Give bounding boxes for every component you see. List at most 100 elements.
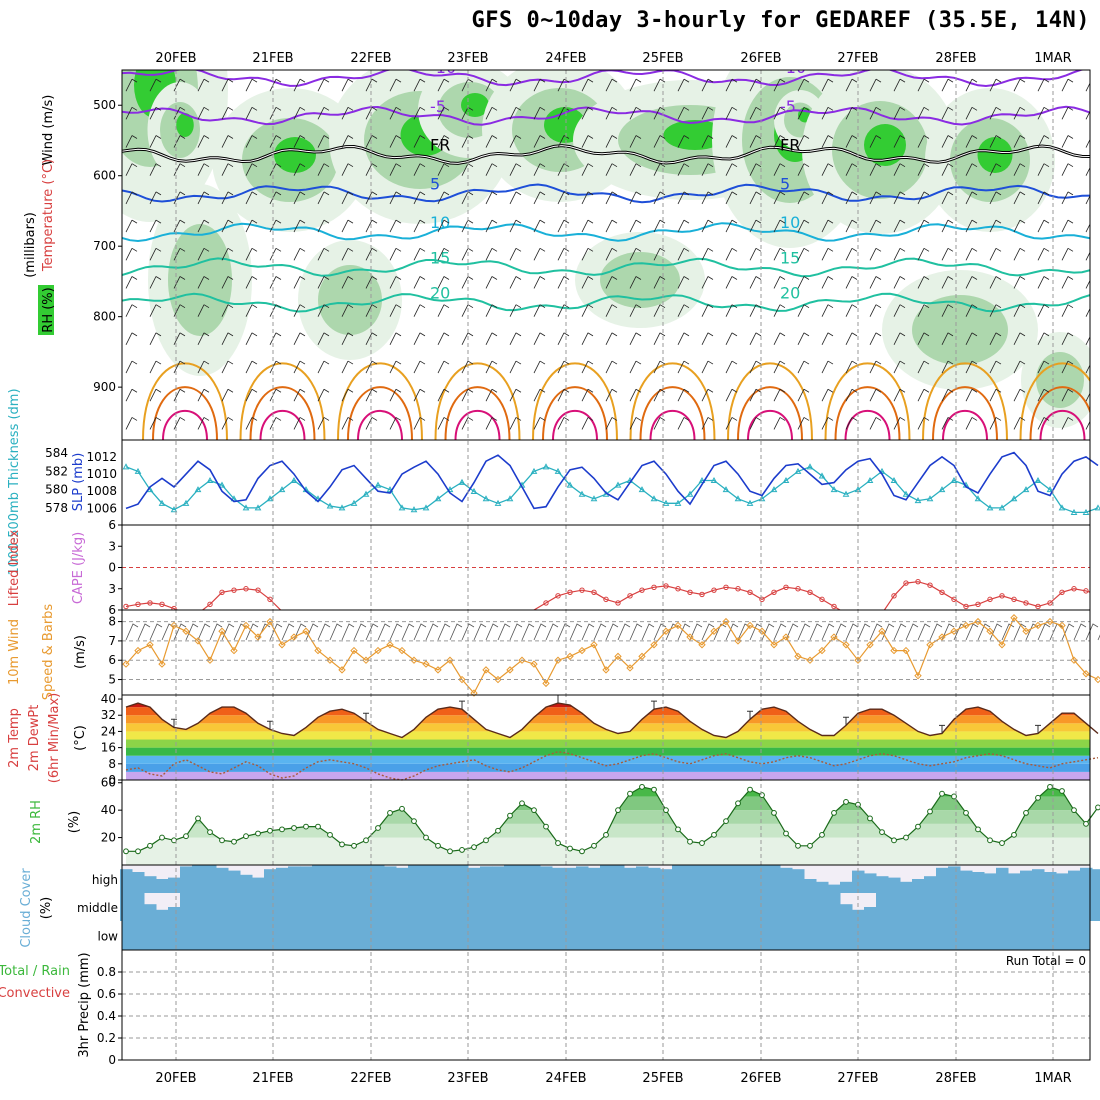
- thickness-point: [818, 472, 826, 479]
- cloud-middle-bar: [972, 893, 985, 921]
- cloud-middle-bar: [360, 893, 373, 921]
- wind-barb: [245, 332, 258, 346]
- cloud-middle-bar: [396, 893, 409, 921]
- wind-barb: [677, 332, 690, 346]
- wind-barb: [965, 78, 978, 92]
- wind-barb: [581, 417, 594, 430]
- wind-barb: [629, 219, 642, 233]
- wind-barb: [869, 247, 882, 261]
- wind-barb: [125, 219, 138, 233]
- cloud-high-bar: [132, 872, 145, 893]
- minmax-axis-label: (6hr Min/Max): [47, 693, 62, 783]
- wind10m-point: [638, 652, 646, 661]
- cloud-high-bar: [180, 866, 193, 893]
- wind-barb: [437, 219, 450, 233]
- wind10m-point: [878, 627, 886, 635]
- thickness-point: [662, 499, 670, 506]
- wind10m-point: [806, 656, 814, 664]
- rh-high-area: [176, 113, 194, 137]
- cloud-low-bar: [122, 921, 1090, 950]
- cloud-high-bar: [324, 865, 337, 893]
- wind-barb: [917, 360, 930, 374]
- cloud-high-bar: [636, 866, 649, 893]
- rh2m-point: [675, 826, 681, 833]
- wind-barb: [293, 388, 306, 402]
- wind-barb: [389, 247, 402, 261]
- lifted-point: [891, 593, 897, 599]
- thickness-point: [1046, 486, 1054, 493]
- lifted-point: [747, 589, 753, 595]
- wind10m-unit-label: (m/s): [73, 635, 88, 669]
- precip-total-legend: Total / Rain: [0, 964, 70, 979]
- cloud-high-bar: [420, 865, 433, 893]
- rh2m-point: [915, 823, 921, 830]
- cloud-high-bar: [492, 866, 505, 893]
- wind-barb: [341, 191, 354, 205]
- temp-tick-label: 16: [101, 741, 116, 755]
- cloud-layer-label: high: [92, 873, 118, 887]
- wind-barb: [797, 106, 810, 120]
- wind-barb: [317, 191, 330, 205]
- temp-max-whisker: [555, 694, 561, 704]
- cloud-middle-bar: [288, 893, 301, 921]
- rh2m-point: [447, 848, 453, 855]
- wind10m-barb: [401, 623, 415, 641]
- wind-barb: [605, 332, 618, 346]
- wind-barb: [821, 276, 834, 289]
- wind-barb: [725, 360, 738, 374]
- cloud-high-bar: [960, 870, 973, 893]
- precip-tick-label: 0: [108, 1053, 116, 1067]
- wind-barb: [821, 417, 834, 430]
- thickness-point: [614, 481, 622, 488]
- wind10m-barb: [317, 623, 331, 641]
- thickness-point: [1010, 495, 1018, 502]
- isotherm-label: 5: [430, 174, 440, 193]
- lifted-point: [1011, 596, 1017, 603]
- thickness-point: [206, 476, 214, 483]
- wind-barb: [821, 163, 834, 176]
- wind10m-point: [590, 641, 598, 649]
- wind-barb: [605, 163, 618, 176]
- cloud-layer-label: middle: [77, 901, 118, 915]
- wind10m-point: [518, 656, 526, 664]
- wind-barb: [1037, 247, 1050, 261]
- rh2m-point: [195, 815, 201, 822]
- wind-barb: [1013, 78, 1026, 92]
- lifted-point: [975, 601, 981, 608]
- wind10m-barb: [281, 623, 295, 641]
- temp-unit-label: (°C): [73, 725, 88, 751]
- rh-high-area: [274, 137, 316, 173]
- cloud-high-bar: [720, 865, 733, 893]
- wind-barb: [605, 247, 618, 261]
- wind-barb: [677, 78, 690, 92]
- wind-barb: [941, 276, 954, 289]
- wind-barb: [1061, 304, 1074, 317]
- wind10m-point: [890, 646, 898, 655]
- wind-barb: [125, 78, 138, 92]
- wind-barb: [245, 106, 258, 120]
- cloud-middle-bar: [996, 893, 1009, 921]
- cloud-middle-bar: [912, 893, 925, 921]
- thickness-line: [125, 466, 1099, 514]
- wind-barb: [1037, 106, 1050, 120]
- thickness-tick-label: 584: [45, 446, 68, 460]
- wind10m-barb: [497, 623, 511, 641]
- wind-barb: [869, 219, 882, 233]
- wind-barb: [893, 247, 906, 261]
- rh-mid-area: [168, 224, 232, 336]
- rh2m-point: [483, 837, 489, 844]
- rh2m-point: [1071, 807, 1077, 814]
- wind-barb: [725, 78, 738, 92]
- wind-barb: [461, 191, 474, 205]
- wind-barb: [509, 247, 522, 261]
- wind-barb: [749, 106, 762, 120]
- wind-barb: [173, 388, 186, 402]
- rh2m-point: [219, 837, 225, 844]
- wind-barb: [893, 304, 906, 317]
- wind-barb: [485, 163, 498, 176]
- cloud-middle-bar: [816, 893, 829, 921]
- wind-barb: [557, 388, 570, 402]
- wind-barb: [797, 276, 810, 289]
- temp-tick-label: 0: [108, 773, 116, 787]
- wind10m-barb: [809, 623, 823, 641]
